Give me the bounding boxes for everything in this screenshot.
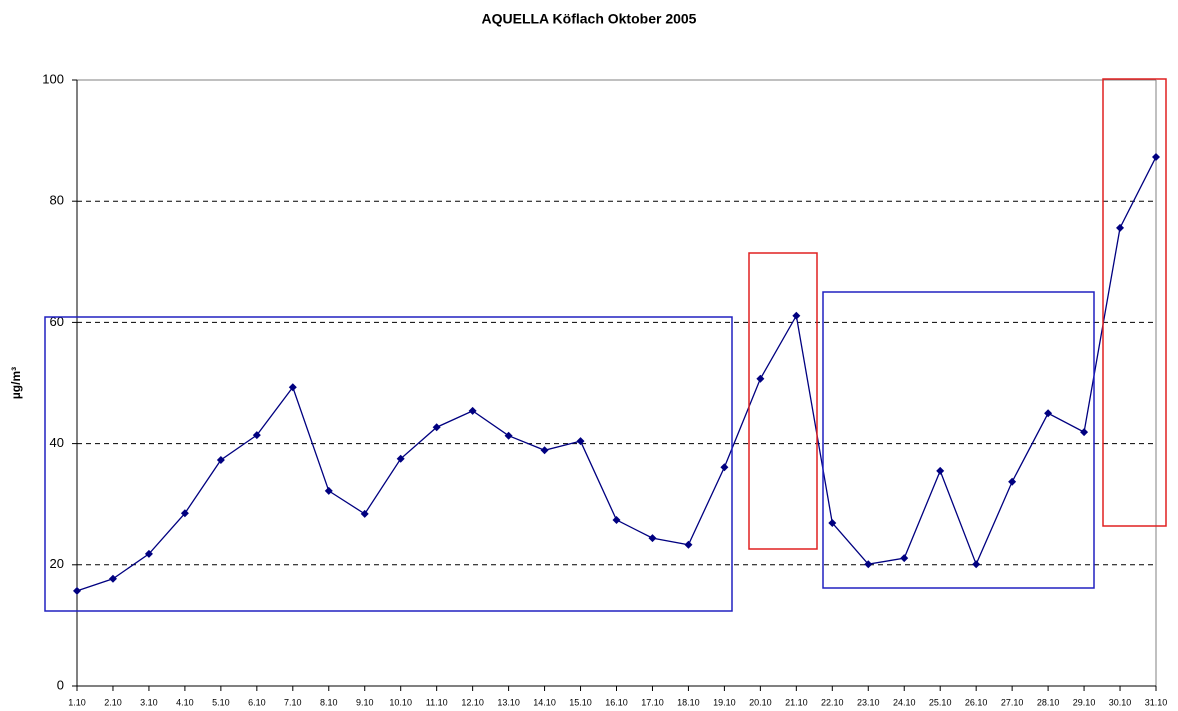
data-point	[684, 540, 693, 549]
x-tick-label: 13.10	[497, 697, 520, 707]
data-point	[108, 574, 117, 583]
y-tick-label: 100	[42, 71, 64, 86]
y-tick-label: 20	[50, 556, 64, 571]
data-point	[1044, 409, 1053, 418]
x-tick-label: 30.10	[1109, 697, 1132, 707]
x-tick-label: 17.10	[641, 697, 664, 707]
annotation-box	[1102, 78, 1167, 527]
data-point	[720, 463, 729, 472]
data-point	[144, 549, 153, 558]
x-tick-label: 31.10	[1145, 697, 1168, 707]
x-tick-label: 24.10	[893, 697, 916, 707]
x-tick-label: 15.10	[569, 697, 592, 707]
data-point	[1152, 152, 1160, 161]
data-point	[216, 455, 225, 464]
data-point	[576, 437, 585, 446]
x-tick-label: 12.10	[461, 697, 484, 707]
data-point	[288, 383, 297, 392]
y-tick-label: 60	[50, 314, 64, 329]
y-axis-label: µg/m³	[9, 367, 23, 399]
data-point	[324, 486, 333, 495]
data-point	[432, 423, 441, 432]
data-point	[468, 406, 477, 415]
data-point	[540, 446, 549, 455]
x-tick-label: 1.10	[68, 697, 86, 707]
data-point	[1116, 223, 1125, 232]
y-tick-label: 0	[57, 677, 64, 692]
data-point	[900, 554, 909, 563]
x-tick-label: 18.10	[677, 697, 700, 707]
x-tick-label: 10.10	[389, 697, 412, 707]
x-tick-label: 3.10	[140, 697, 158, 707]
data-point	[828, 518, 837, 527]
data-point	[396, 454, 405, 463]
data-point	[936, 466, 945, 475]
x-tick-label: 20.10	[749, 697, 772, 707]
annotation-box	[822, 291, 1095, 589]
x-tick-label: 27.10	[1001, 697, 1024, 707]
data-point	[73, 586, 81, 595]
x-tick-label: 21.10	[785, 697, 808, 707]
x-tick-label: 2.10	[104, 697, 122, 707]
annotation-box	[44, 316, 733, 612]
x-tick-label: 22.10	[821, 697, 844, 707]
data-point	[1080, 428, 1089, 437]
data-point	[360, 509, 369, 518]
x-tick-label: 28.10	[1037, 697, 1060, 707]
plot-area: 0 20 40 60 80 100 1.10 2.10 3.10 4.10 5.10 6.10 7.10…	[42, 71, 1167, 707]
x-tick-label: 7.10	[284, 697, 302, 707]
x-tick-label: 16.10	[605, 697, 628, 707]
x-tick-label: 29.10	[1073, 697, 1096, 707]
data-point	[180, 509, 189, 518]
x-tick-label: 11.10	[426, 697, 448, 707]
annotation-box	[748, 252, 818, 550]
data-point	[1008, 477, 1017, 486]
data-point	[648, 534, 657, 543]
data-point	[972, 560, 981, 569]
data-point	[612, 515, 621, 524]
data-point	[252, 431, 261, 440]
x-tick-label: 6.10	[248, 697, 266, 707]
annotations	[44, 78, 1167, 612]
data-line	[76, 156, 1157, 592]
x-tick-label: 14.10	[533, 697, 556, 707]
x-tick-label: 26.10	[965, 697, 988, 707]
x-tick-label: 9.10	[356, 697, 374, 707]
y-tick-label: 80	[50, 193, 64, 208]
data-point	[864, 560, 873, 569]
data-point	[504, 431, 513, 440]
chart-title: AQUELLA Köflach Oktober 2005	[482, 11, 697, 27]
x-tick-label: 5.10	[212, 697, 230, 707]
x-tick-label: 19.10	[713, 697, 736, 707]
y-tick-label: 40	[50, 435, 64, 450]
x-tick-label: 25.10	[929, 697, 952, 707]
x-tick-label: 8.10	[320, 697, 338, 707]
x-tick-label: 4.10	[176, 697, 194, 707]
x-tick-label: 23.10	[857, 697, 880, 707]
data-point	[756, 374, 765, 383]
data-point	[792, 311, 801, 320]
